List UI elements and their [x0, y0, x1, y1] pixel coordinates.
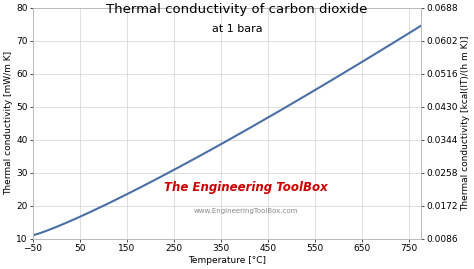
Text: Thermal conductivity of carbon dioxide: Thermal conductivity of carbon dioxide — [106, 3, 368, 16]
Y-axis label: Thermal conductivity [kcal(IT)/(h m K)]: Thermal conductivity [kcal(IT)/(h m K)] — [461, 35, 470, 211]
Y-axis label: Thermal conductivity [mW/m K]: Thermal conductivity [mW/m K] — [4, 51, 13, 195]
Text: at 1 bara: at 1 bara — [212, 24, 262, 34]
Text: www.EngineeringToolBox.com: www.EngineeringToolBox.com — [194, 208, 299, 214]
Text: The Engineering ToolBox: The Engineering ToolBox — [164, 181, 328, 194]
X-axis label: Temperature [°C]: Temperature [°C] — [188, 256, 266, 265]
